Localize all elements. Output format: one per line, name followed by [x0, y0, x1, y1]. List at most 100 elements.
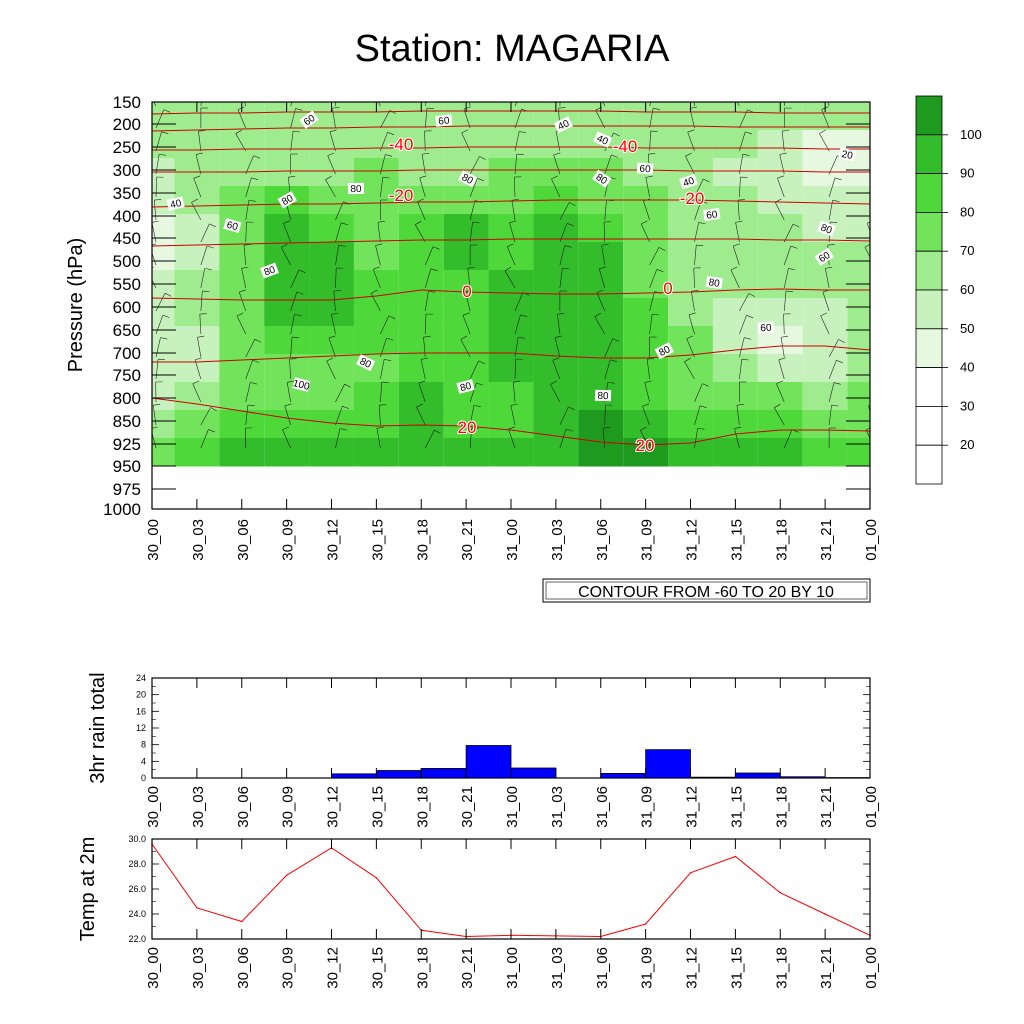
wind-barb [506, 246, 516, 266]
humidity-cell [398, 214, 444, 243]
wind-barb-feather [838, 339, 845, 343]
wind-barb-feather [284, 403, 292, 407]
cs-x-tick-label: 31_06 [594, 519, 611, 561]
temp-x-tick-label: 31_06 [594, 947, 611, 989]
wind-barb-feather [461, 129, 469, 134]
wind-barb-feather [210, 407, 217, 412]
cs-x-tick-label: 30_06 [235, 519, 252, 561]
wind-barb [155, 131, 162, 152]
rain-x-tick-label: 31_12 [684, 786, 701, 828]
wind-barb [694, 200, 702, 221]
wind-barb [604, 338, 613, 358]
humidity-cell [802, 298, 848, 327]
contour-label-bg [456, 379, 475, 394]
wind-barb [865, 429, 870, 440]
rain-x-tick-label: 30_03 [190, 786, 207, 828]
y-tick-label: 450 [113, 229, 141, 248]
wind-barb-feather [730, 85, 736, 88]
isotherm-line [152, 345, 870, 363]
wind-barb [290, 131, 294, 152]
humidity-cell [398, 438, 444, 467]
humidity-cell [623, 298, 669, 327]
wind-barb-feather [416, 403, 423, 408]
wind-barb [289, 359, 291, 380]
wind-barb-feather [429, 86, 436, 87]
y-tick-label: 1000 [103, 500, 141, 519]
colorbar-label: 40 [960, 360, 974, 375]
wind-barb-feather [386, 337, 394, 341]
rain-x-tick-label: 30_06 [235, 786, 252, 828]
wind-barb-feather [287, 380, 295, 383]
wind-barb-feather [685, 152, 692, 157]
wind-barb-feather [298, 87, 305, 90]
wind-barb-feather [332, 106, 340, 109]
wind-barb [414, 224, 426, 243]
wind-barb [773, 407, 785, 426]
humidity-cell [847, 214, 870, 243]
wind-barb [243, 245, 247, 266]
rain-bar [600, 773, 647, 779]
contour-label: 80 [594, 389, 612, 402]
wind-barb [559, 406, 569, 426]
contour-label-text: 80 [358, 356, 373, 371]
wind-barb [512, 382, 516, 403]
wind-barb-feather [746, 315, 754, 319]
wind-barb [514, 292, 524, 312]
wind-barb-feather [385, 154, 393, 157]
wind-barb [155, 315, 164, 335]
wind-barb [284, 405, 291, 426]
wind-barb-feather [288, 175, 296, 178]
wind-barb [290, 269, 300, 289]
wind-barb-feather [477, 178, 484, 182]
wind-barb [595, 110, 606, 129]
wind-barb [828, 177, 836, 198]
wind-barb-feather [465, 289, 473, 292]
wind-barb [380, 359, 385, 380]
wind-barb-feather [241, 266, 249, 269]
temp-x-tick-label: 30_18 [414, 947, 431, 989]
wind-barb [739, 337, 745, 358]
humidity-cell [398, 410, 444, 439]
wind-barb-feather [375, 243, 383, 246]
contour-label: 80 [356, 354, 376, 371]
contour-info-box: CONTOUR FROM -60 TO 20 BY 10 [542, 578, 871, 603]
wind-barb [421, 154, 426, 175]
wind-barb [559, 268, 563, 289]
humidity-cell [309, 158, 354, 187]
wind-barb [828, 339, 839, 358]
wind-barb [153, 102, 157, 107]
humidity-cell [623, 130, 669, 159]
wind-barb [871, 382, 874, 402]
wind-barb-feather [779, 152, 787, 155]
wind-barb [732, 245, 740, 266]
wind-barb-feather [820, 312, 828, 317]
humidity-cell [353, 438, 399, 467]
wind-barb [280, 247, 291, 266]
rain-y-tick-label: 8 [141, 740, 146, 750]
wind-barb [783, 314, 785, 335]
wind-barb [152, 431, 157, 449]
contour-label-text: 80 [350, 184, 362, 195]
temp-y-tick-label: 26.0 [128, 884, 146, 894]
contour-label-text: 80 [819, 222, 834, 236]
colorbar-swatch [915, 328, 943, 368]
humidity-cell [398, 130, 444, 159]
isotherm-line [152, 397, 870, 446]
humidity-cell [712, 438, 758, 467]
wind-barb-feather [599, 266, 607, 270]
wind-barb [646, 359, 650, 380]
contour-label-bg [679, 173, 698, 190]
wind-barb [469, 382, 477, 403]
wind-barb-feather [819, 129, 826, 134]
wind-barb [691, 291, 695, 312]
cs-x-tick-label: 31_21 [818, 519, 835, 561]
wind-barb [197, 337, 202, 358]
y-tick-label: 700 [113, 344, 141, 363]
wind-barb-feather [550, 380, 557, 385]
wind-barb [424, 291, 429, 312]
wind-barb-feather [198, 129, 206, 132]
contour-label: 60 [814, 247, 834, 266]
wind-barb [777, 178, 785, 198]
contour-label-bg [703, 207, 721, 222]
contour-label-bg [705, 275, 723, 290]
